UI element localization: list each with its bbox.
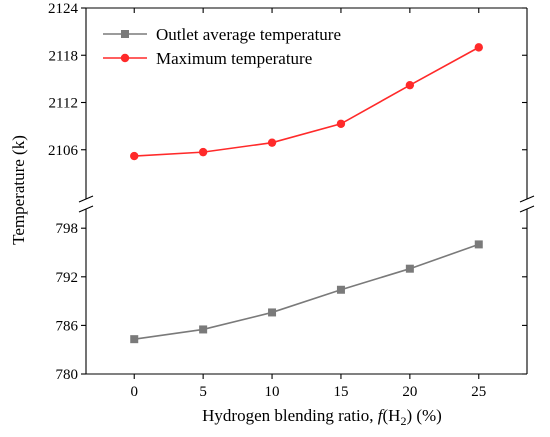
plot-frame bbox=[78, 7, 535, 375]
y-tick-label: 798 bbox=[56, 221, 79, 237]
legend-label: Outlet average temperature bbox=[156, 25, 341, 44]
data-point bbox=[199, 325, 208, 334]
x-tick-label: 15 bbox=[333, 384, 348, 400]
y-tick-label: 2118 bbox=[49, 48, 78, 64]
y-tick-label: 792 bbox=[56, 270, 79, 286]
legend-marker bbox=[121, 30, 129, 38]
x-tick-label: 10 bbox=[265, 384, 280, 400]
y-axis-label: Temperature (k) bbox=[9, 135, 28, 245]
legend-label: Maximum temperature bbox=[156, 49, 312, 68]
axis-break-mark bbox=[78, 205, 94, 213]
x-axis-label-prefix: Hydrogen blending ratio, bbox=[202, 406, 378, 425]
x-axis-label-suffix: ) (%) bbox=[406, 406, 441, 425]
axis-break-gap bbox=[78, 199, 94, 209]
y-tick-label: 2124 bbox=[48, 1, 79, 17]
data-point bbox=[336, 119, 346, 128]
y-tick-label: 780 bbox=[56, 367, 79, 383]
x-tick-label: 25 bbox=[471, 384, 486, 400]
axis-break-mark bbox=[519, 205, 535, 213]
data-point bbox=[130, 335, 139, 344]
axis-break-mark bbox=[78, 195, 94, 203]
data-point bbox=[198, 147, 208, 157]
data-point bbox=[474, 240, 483, 249]
data-point bbox=[405, 264, 414, 273]
x-axis-label-paren: (H bbox=[383, 406, 401, 425]
x-tick-label: 0 bbox=[130, 384, 138, 400]
data-point bbox=[474, 43, 483, 52]
data-point bbox=[405, 80, 415, 90]
y-tick-label: 2106 bbox=[48, 143, 79, 159]
axis-break-gap bbox=[519, 199, 535, 209]
data-point bbox=[267, 138, 277, 147]
x-axis-label-subscript: 2 bbox=[400, 414, 406, 428]
legend-marker bbox=[120, 53, 130, 63]
series-layer bbox=[130, 43, 483, 344]
axis-break-mark bbox=[519, 195, 535, 203]
series-line bbox=[134, 243, 480, 340]
x-axis-label-italic: f bbox=[378, 406, 385, 425]
y-tick-label: 2112 bbox=[49, 96, 78, 112]
series-line bbox=[134, 46, 480, 157]
x-tick-label: 20 bbox=[402, 384, 417, 400]
data-point bbox=[268, 308, 277, 317]
axis-ticks: 0 5 10 15 20 25 2106 2112 2118 2124 780 786 792 798 bbox=[48, 1, 527, 400]
x-tick-label: 5 bbox=[199, 384, 207, 400]
data-point bbox=[336, 285, 345, 294]
x-axis-label: Hydrogen blending ratio, f(H2) (%) bbox=[202, 406, 442, 428]
legend: Outlet average temperature Maximum temper… bbox=[103, 25, 341, 68]
y-tick-label: 786 bbox=[56, 318, 79, 334]
data-point bbox=[130, 151, 139, 161]
